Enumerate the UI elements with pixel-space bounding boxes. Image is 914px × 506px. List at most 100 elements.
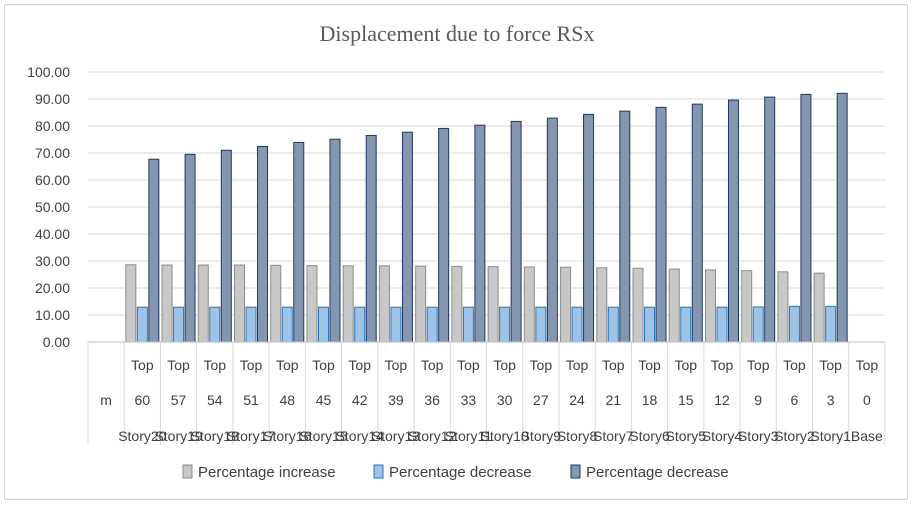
y-tick-label: 90.00 [35,91,70,107]
bar-2-story16 [281,306,293,343]
x-tick-level: Top [240,357,263,373]
bar-3-story6 [655,106,667,343]
legend-label: Percentage decrease [389,464,532,481]
bar-3-story20 [148,158,160,343]
bar-3-story12 [438,127,450,343]
y-tick-label: 0.00 [43,334,70,350]
x-tick-level: Top [856,357,879,373]
x-tick-level: Top [530,357,553,373]
bar-2-story9 [535,306,547,343]
bar-3-story1 [836,92,848,343]
legend-swatch [570,464,581,479]
bar-1-story2 [777,271,789,343]
x-tick-story: Story4 [702,428,743,444]
bar-1-story11 [451,265,463,343]
bar-3-story11 [474,124,486,343]
bar-1-story7 [596,267,608,343]
x-tick-level: Top [385,357,408,373]
y-tick-label: 50.00 [35,199,70,215]
y-tick-label: 20.00 [35,280,70,296]
x-tick-level: Top [421,357,444,373]
x-tick-level: Top [312,357,335,373]
x-tick-level: Top [493,357,516,373]
x-tick-level: Top [566,357,589,373]
x-tick-story: Story3 [738,428,779,444]
x-tick-story: Story18 [191,428,239,444]
legend-swatch [373,464,384,479]
x-tick-level: Top [602,357,625,373]
bar-1-story19 [161,264,173,343]
bar-3-story19 [184,153,196,343]
axis-row-label: m [100,392,112,408]
x-tick-story: Story6 [629,428,670,444]
bar-2-story20 [136,306,148,343]
bar-3-story2 [800,93,812,343]
x-tick-elevation: 15 [678,392,694,408]
bar-1-story12 [415,265,427,343]
bar-1-story9 [523,266,535,343]
x-tick-story: Story7 [593,428,634,444]
bar-1-story15 [306,265,318,343]
chart-title: Displacement due to force RSx [320,21,595,46]
y-tick-label: 30.00 [35,253,70,269]
bar-1-story20 [125,264,137,343]
bar-2-story15 [317,306,329,343]
x-tick-story: Story13 [372,428,420,444]
x-tick-elevation: 21 [606,392,622,408]
bar-3-story8 [583,113,595,343]
x-tick-elevation: 60 [135,392,151,408]
x-tick-level: Top [674,357,697,373]
x-tick-story: Story2 [774,428,815,444]
bar-1-story3 [741,270,753,343]
x-tick-elevation: 6 [791,392,799,408]
bar-1-story14 [342,265,354,343]
x-tick-elevation: 54 [207,392,223,408]
bar-3-story10 [510,120,522,343]
legend-label: Percentage increase [198,464,336,481]
x-tick-elevation: 51 [243,392,259,408]
bar-2-story8 [571,306,583,343]
bar-2-story2 [788,305,800,343]
y-tick-label: 100.00 [27,64,70,80]
x-tick-elevation: 33 [461,392,477,408]
x-tick-story: Story10 [480,428,528,444]
x-tick-elevation: 42 [352,392,368,408]
bar-2-story3 [752,306,764,343]
x-tick-story: Story9 [521,428,562,444]
bar-3-story13 [401,131,413,343]
x-tick-elevation: 45 [316,392,332,408]
bar-2-story7 [607,306,619,343]
bar-1-story10 [487,266,499,343]
x-tick-level: Top [276,357,299,373]
bar-2-story13 [390,306,402,343]
x-tick-story: Story8 [557,428,598,444]
bar-2-story6 [644,306,656,343]
x-tick-level: Top [348,357,371,373]
x-tick-story: Story20 [118,428,166,444]
bar-3-story16 [293,141,305,343]
x-tick-story: Story1 [810,428,851,444]
bar-2-story1 [825,305,837,343]
bar-1-story17 [234,264,246,343]
bar-1-story16 [270,264,282,343]
bar-2-story19 [173,306,185,343]
legend-label: Percentage decrease [586,464,729,481]
x-tick-elevation: 24 [569,392,585,408]
x-tick-elevation: 27 [533,392,549,408]
bar-1-story5 [668,268,680,343]
x-tick-level: Top [783,357,806,373]
bar-1-story8 [560,266,572,343]
bar-3-story18 [220,149,232,343]
x-tick-story: Story14 [336,428,384,444]
x-tick-elevation: 57 [171,392,187,408]
x-tick-story: Story19 [154,428,202,444]
bar-3-story3 [764,96,776,343]
bar-1-story4 [704,269,716,343]
x-tick-level: Top [167,357,190,373]
x-tick-story: Story17 [227,428,275,444]
bar-2-story10 [499,306,511,343]
legend-swatch [182,464,193,479]
bar-2-story11 [462,306,474,343]
x-tick-story: Story12 [408,428,456,444]
